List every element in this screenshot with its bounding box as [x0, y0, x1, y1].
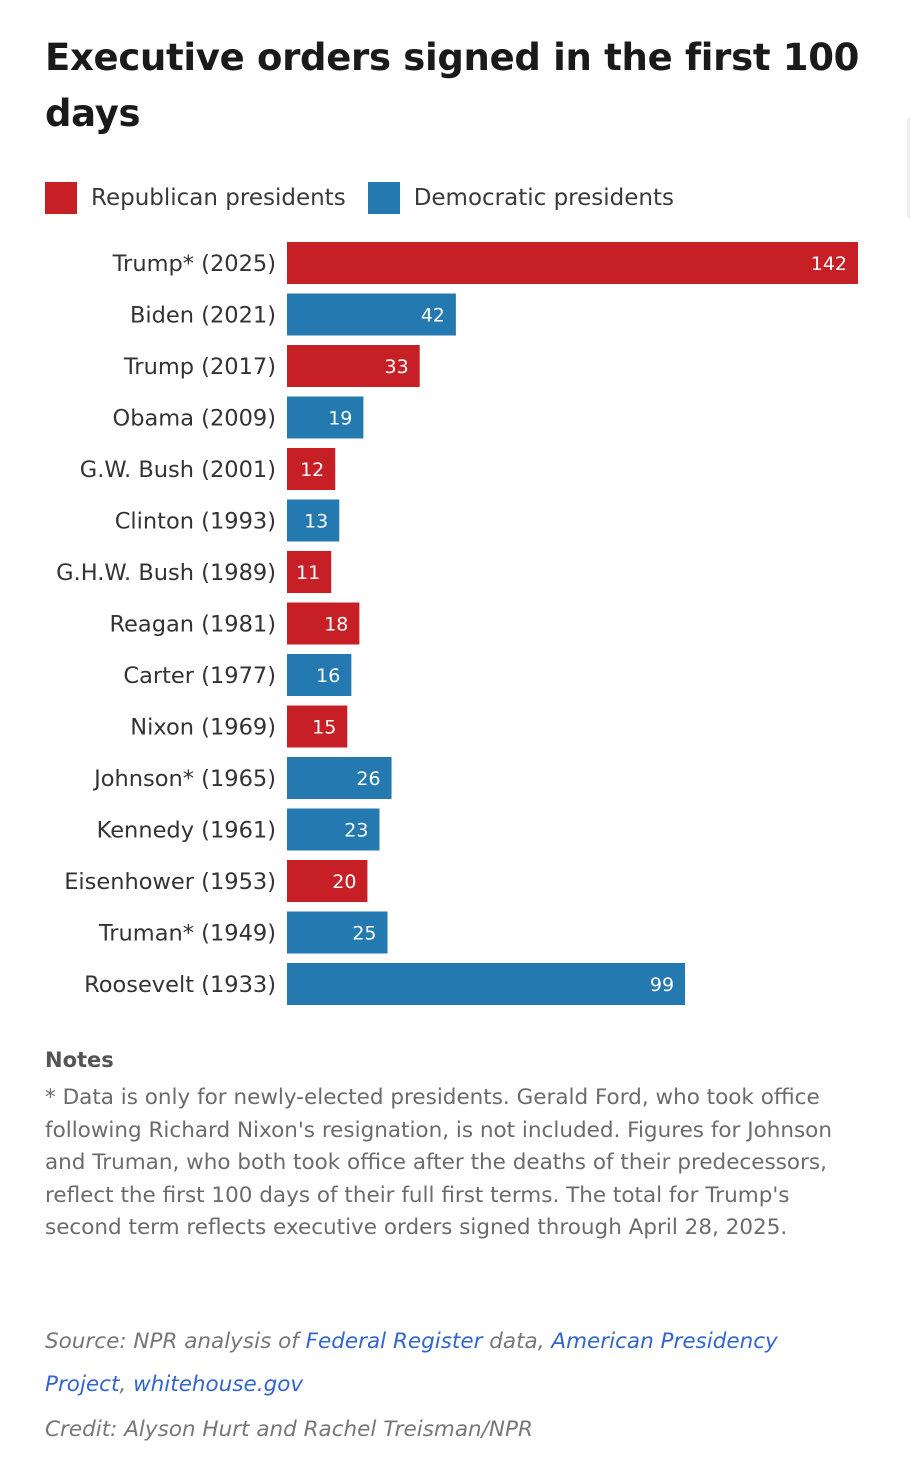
bar-value-label: 42: [421, 305, 445, 327]
bar: [287, 860, 368, 902]
legend-label-republican: Republican presidents: [91, 185, 346, 211]
notes-section: Notes * Data is only for newly-elected p…: [45, 1048, 865, 1245]
category-label: Reagan (1981): [109, 612, 276, 638]
credit-line: Credit: Alyson Hurt and Rachel Treisman/…: [45, 1417, 533, 1442]
bar: [287, 396, 364, 439]
source-middle: data,: [482, 1329, 552, 1354]
bar-value-label: 11: [296, 562, 320, 584]
category-label: Carter (1977): [123, 663, 276, 689]
bar-value-label: 142: [811, 253, 847, 275]
bar-value-label: 12: [300, 459, 324, 481]
bar-value-label: 13: [304, 511, 328, 533]
legend-label-democratic: Democratic presidents: [413, 185, 674, 211]
bar-value-label: 23: [344, 820, 368, 842]
category-label: G.W. Bush (2001): [80, 457, 276, 483]
legend: Republican presidents Democratic preside…: [45, 182, 696, 214]
notes-text: * Data is only for newly-elected preside…: [45, 1085, 832, 1240]
bar: [287, 963, 686, 1005]
bar: [287, 602, 360, 645]
category-label: Biden (2021): [130, 303, 276, 329]
bar: [287, 705, 348, 748]
bar: [287, 654, 352, 696]
category-label: Kennedy (1961): [97, 818, 276, 844]
bar-value-label: 19: [328, 408, 352, 430]
bar-chart-svg: Trump* (2025) 142 Biden (2021) 42 Trump (201…: [56, 242, 858, 1005]
bar-value-label: 16: [316, 665, 340, 687]
bar-value-label: 25: [352, 923, 376, 945]
bar-value-label: 15: [312, 717, 336, 739]
scrollbar-edge: [907, 118, 910, 218]
bar-value-label: 99: [650, 974, 674, 996]
notes-heading: Notes: [45, 1048, 114, 1072]
category-label: Roosevelt (1933): [84, 972, 276, 998]
bar-value-label: 20: [332, 871, 356, 893]
bar: [287, 808, 380, 851]
category-label: Clinton (1993): [115, 509, 276, 535]
bar: [287, 345, 420, 387]
legend-swatch-democratic: [367, 182, 400, 214]
chart-card: Executive orders signed in the first 100…: [45, 30, 875, 1442]
source-link-whitehouse[interactable]: whitehouse.gov: [133, 1372, 304, 1397]
category-label: Eisenhower (1953): [64, 869, 276, 895]
legend-swatch-republican: [45, 182, 77, 214]
source-link-american-presidency-project[interactable]: American Presidency Project: [45, 1329, 778, 1397]
legend-item-democratic: Democratic presidents: [367, 182, 674, 214]
category-label: G.H.W. Bush (1989): [56, 560, 276, 586]
category-label: Trump* (2025): [112, 251, 276, 277]
source-line: Source: NPR analysis of Federal Register…: [45, 1320, 865, 1406]
bar: [287, 911, 388, 954]
category-label: Trump (2017): [123, 354, 276, 380]
category-label: Johnson* (1965): [92, 766, 276, 792]
source-link-federal-register[interactable]: Federal Register: [305, 1329, 483, 1354]
bar-value-label: 26: [356, 768, 380, 790]
bar-value-label: 18: [324, 614, 348, 636]
bar: [287, 499, 340, 542]
chart-title: Executive orders signed in the first 100…: [45, 36, 860, 135]
source-prefix: Source: NPR analysis of: [45, 1329, 306, 1354]
bar-chart: Trump* (2025) 142 Biden (2021) 42 Trump (201…: [45, 237, 875, 1032]
bar: [287, 757, 392, 799]
category-label: Truman* (1949): [98, 921, 276, 947]
category-label: Nixon (1969): [130, 715, 276, 741]
legend-item-republican: Republican presidents: [45, 182, 346, 214]
bar: [287, 448, 336, 490]
bar-value-label: 33: [385, 356, 409, 378]
bar: [287, 242, 858, 284]
bar: [287, 293, 456, 336]
bar: [287, 551, 332, 593]
source-separator: ,: [119, 1372, 134, 1397]
category-label: Obama (2009): [113, 406, 276, 432]
